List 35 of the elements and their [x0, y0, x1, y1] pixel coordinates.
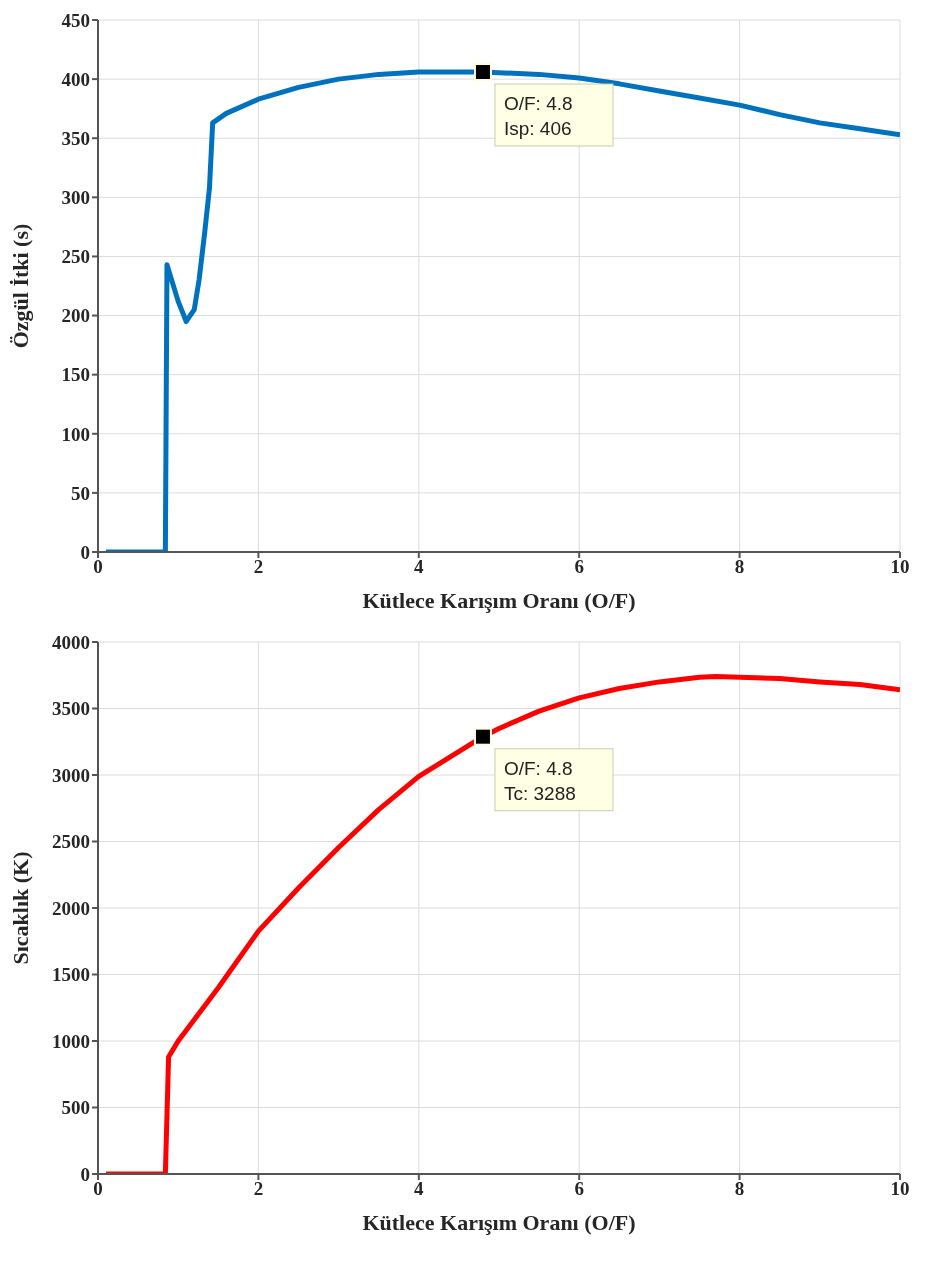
x-tick-label: 2	[253, 1178, 264, 1200]
y-tick-label: 2000	[52, 897, 90, 919]
y-tick-label: 100	[61, 423, 90, 445]
y-tick-label: 500	[61, 1097, 90, 1119]
y-tick-label: 4000	[52, 631, 90, 653]
y-tick-label: 350	[61, 127, 90, 149]
y-tick-label: 150	[61, 364, 90, 386]
x-tick-label: 6	[574, 556, 584, 578]
x-tick-label: 4	[414, 1178, 425, 1200]
x-axis-title: Kütlece Karışım Oranı (O/F)	[362, 1210, 636, 1235]
y-tick-label: 3500	[52, 698, 90, 720]
y-axis-title: Sıcaklık (K)	[7, 851, 33, 965]
y-tick-label: 450	[61, 9, 90, 31]
y-tick-label: 1000	[52, 1030, 90, 1052]
x-tick-label: 4	[414, 556, 425, 578]
x-tick-label: 6	[574, 1178, 584, 1200]
x-tick-label: 10	[890, 556, 910, 578]
x-tick-label: 2	[253, 556, 264, 578]
y-axis-title: Özgül İtki (s)	[7, 223, 33, 349]
y-tick-label: 400	[61, 68, 90, 90]
x-tick-label: 8	[734, 1178, 745, 1200]
y-tick-label: 300	[61, 187, 90, 209]
annotation: O/F: 4.8 Tc: 3288	[503, 757, 576, 804]
y-tick-label: 0	[80, 1163, 90, 1185]
y-tick-label: 2500	[52, 831, 90, 853]
x-tick-label: 10	[890, 1178, 910, 1200]
y-tick-label: 3000	[52, 764, 90, 786]
y-tick-label: 1500	[52, 964, 90, 986]
annotation: O/F: 4.8 Isp: 406	[503, 93, 573, 140]
y-tick-label: 200	[61, 305, 90, 327]
y-tick-label: 50	[71, 482, 90, 504]
x-axis-title: Kütlece Karışım Oranı (O/F)	[362, 588, 636, 613]
y-tick-label: 250	[61, 246, 90, 268]
x-tick-label: 8	[734, 556, 745, 578]
y-tick-label: 0	[80, 541, 90, 563]
